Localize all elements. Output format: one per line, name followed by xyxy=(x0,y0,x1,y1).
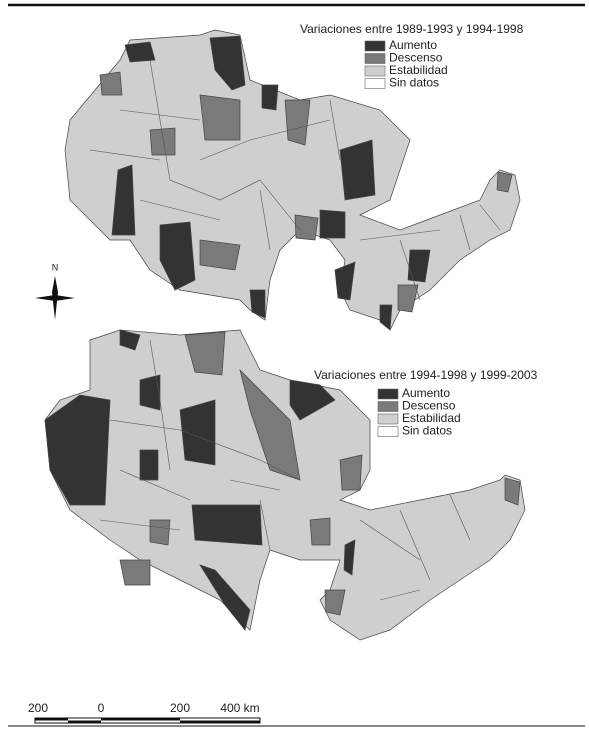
scale-bar: 200 0 200 400 km xyxy=(28,701,261,724)
north-arrow: N xyxy=(35,262,75,320)
legend-label: Aumento xyxy=(389,38,437,52)
legend-label: Descenso xyxy=(389,51,443,65)
legend-label: Estabilidad xyxy=(402,411,461,425)
legend-label: Descenso xyxy=(402,399,456,413)
legend-swatch xyxy=(377,401,399,412)
legend-label: Sin datos xyxy=(389,76,439,90)
scale-label: 200 xyxy=(170,701,190,715)
legend-swatch xyxy=(377,388,399,400)
legend-swatch xyxy=(364,78,386,89)
legend-swatch xyxy=(377,426,399,437)
scale-label: 200 xyxy=(28,701,48,715)
legend-swatch xyxy=(364,40,386,52)
scale-label: 0 xyxy=(98,701,105,715)
legend-swatch xyxy=(364,53,386,64)
legend-swatch xyxy=(364,65,386,77)
map-title: Variaciones entre 1994-1998 y 1999-2003 xyxy=(314,368,538,382)
legend-label: Aumento xyxy=(402,386,450,400)
scale-label: 400 km xyxy=(220,701,259,715)
map-1 xyxy=(64,29,521,331)
north-label: N xyxy=(52,262,59,272)
legend-label: Estabilidad xyxy=(389,63,448,77)
map-2 xyxy=(44,329,526,641)
map-title: Variaciones entre 1989-1993 y 1994-1998 xyxy=(300,22,524,36)
legend-swatch xyxy=(377,413,399,425)
legend-label: Sin datos xyxy=(402,424,452,438)
